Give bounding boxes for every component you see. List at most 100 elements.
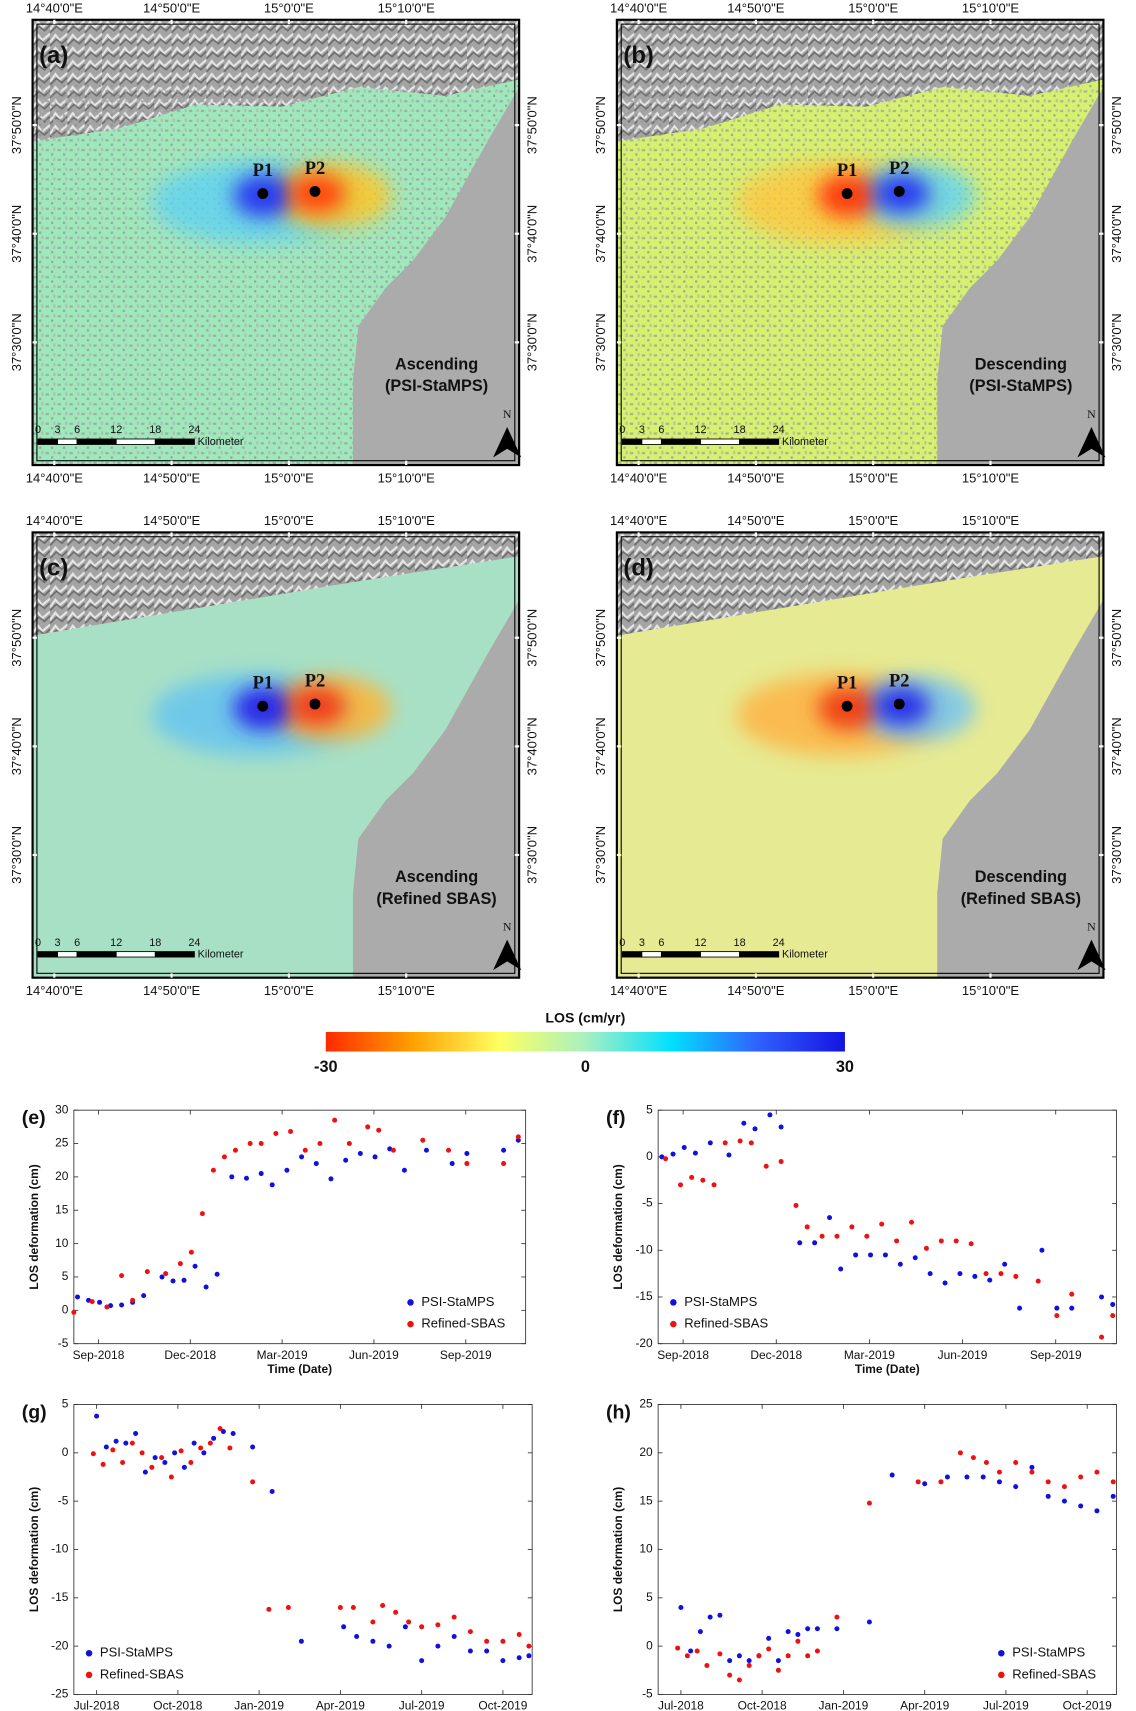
- north-arrow: [1077, 427, 1106, 458]
- data-point: [1110, 1313, 1116, 1319]
- data-point: [376, 1127, 382, 1133]
- scale-label: 18: [734, 937, 746, 949]
- data-point: [141, 1293, 147, 1299]
- data-point: [337, 1604, 343, 1610]
- x-tick-label: Jul-2018: [74, 1699, 120, 1711]
- scale-label: 18: [734, 424, 746, 436]
- legend-marker: [998, 1649, 1005, 1657]
- map-frame: [31, 531, 521, 979]
- map-frame-inner: [36, 23, 516, 462]
- data-point: [284, 1167, 290, 1173]
- data-point: [972, 1273, 978, 1279]
- data-point: [192, 1263, 198, 1269]
- lon-label: 15°0'0"E: [848, 983, 898, 998]
- data-point: [1029, 1469, 1035, 1475]
- data-point: [177, 1261, 183, 1267]
- data-point: [464, 1151, 470, 1157]
- data-point: [119, 1273, 125, 1279]
- y-tick-label: 30: [55, 1102, 69, 1116]
- lat-label: 37°50'0"N: [593, 609, 608, 667]
- data-point: [663, 1156, 669, 1162]
- data-point: [515, 1134, 521, 1140]
- data-point: [775, 1658, 781, 1664]
- data-point: [97, 1299, 103, 1305]
- panel-label: (a): [39, 42, 68, 69]
- data-point: [163, 1271, 169, 1277]
- scale-label: 0: [619, 424, 625, 436]
- data-point: [214, 1271, 220, 1277]
- data-point: [516, 1632, 522, 1638]
- data-point: [970, 1455, 976, 1461]
- data-point: [1099, 1294, 1105, 1300]
- legend-marker: [998, 1671, 1005, 1679]
- x-tick-label: Jun-2019: [349, 1348, 399, 1362]
- data-point: [737, 1138, 743, 1144]
- point-label: P1: [837, 673, 857, 693]
- lon-label: 14°50'0"E: [727, 0, 785, 15]
- data-point: [123, 1440, 129, 1446]
- north-label: N: [503, 919, 512, 933]
- data-point: [299, 1154, 305, 1160]
- lon-label: 14°40'0"E: [26, 513, 84, 528]
- data-point: [980, 1474, 986, 1480]
- scale-label: 18: [149, 937, 161, 949]
- data-point: [697, 1629, 703, 1635]
- x-tick-label: Jul-2019: [983, 1699, 1029, 1711]
- data-point: [203, 1284, 209, 1290]
- data-point: [717, 1651, 723, 1657]
- data-point: [1110, 1301, 1116, 1307]
- x-tick-label: Oct-2019: [478, 1699, 527, 1711]
- data-point: [220, 1429, 226, 1435]
- lat-label: 37°30'0"N: [9, 313, 24, 371]
- scale-segment: [76, 951, 117, 958]
- point-label: P1: [253, 673, 274, 693]
- lon-label: 14°40'0"E: [26, 0, 84, 15]
- data-point: [866, 1619, 872, 1625]
- scale-unit: Kilometer: [198, 436, 244, 448]
- panel-label: (d): [623, 555, 654, 582]
- data-point: [834, 1614, 840, 1620]
- data-point: [230, 1430, 236, 1436]
- method-label: (Refined SBAS): [961, 890, 1081, 908]
- data-point: [741, 1120, 747, 1126]
- x-tick-label: Mar-2019: [257, 1348, 308, 1362]
- lon-label: 15°0'0"E: [848, 513, 898, 528]
- data-point: [365, 1124, 371, 1130]
- x-tick-label: Sep-2018: [73, 1348, 125, 1362]
- data-point: [795, 1632, 801, 1638]
- data-point: [1013, 1459, 1019, 1465]
- data-point: [689, 1174, 695, 1180]
- lon-label: 15°0'0"E: [848, 0, 898, 15]
- legend-label: PSI-StaMPS: [100, 1645, 173, 1660]
- data-point: [864, 1233, 870, 1239]
- scale-label: 24: [773, 937, 785, 949]
- data-point: [1099, 1334, 1105, 1340]
- data-point: [75, 1294, 81, 1300]
- data-point: [1054, 1313, 1060, 1319]
- lat-label: 37°50'0"N: [525, 609, 540, 667]
- data-point: [942, 1280, 948, 1286]
- data-point: [879, 1221, 885, 1227]
- scale-label: 0: [35, 937, 41, 949]
- data-point: [435, 1622, 441, 1628]
- data-point: [717, 1612, 723, 1618]
- scale-segment: [154, 438, 195, 445]
- colorbar: [325, 1031, 845, 1052]
- point-label: P1: [837, 160, 857, 180]
- data-point: [178, 1448, 184, 1454]
- lon-label: 15°10'0"E: [962, 983, 1020, 998]
- data-point: [748, 1140, 754, 1146]
- x-tick-label: Jul-2019: [399, 1699, 445, 1711]
- scale-label: 24: [773, 424, 785, 436]
- legend-label: Refined-SBAS: [684, 1316, 768, 1331]
- data-point: [688, 1648, 694, 1654]
- data-point: [1013, 1273, 1019, 1279]
- data-point: [1017, 1305, 1023, 1311]
- map-frame-inner: [36, 536, 516, 974]
- data-point: [201, 1450, 207, 1456]
- x-tick-label: Oct-2018: [153, 1699, 202, 1711]
- data-point: [752, 1126, 758, 1132]
- scale-label: 3: [639, 424, 645, 436]
- data-point: [1069, 1291, 1075, 1297]
